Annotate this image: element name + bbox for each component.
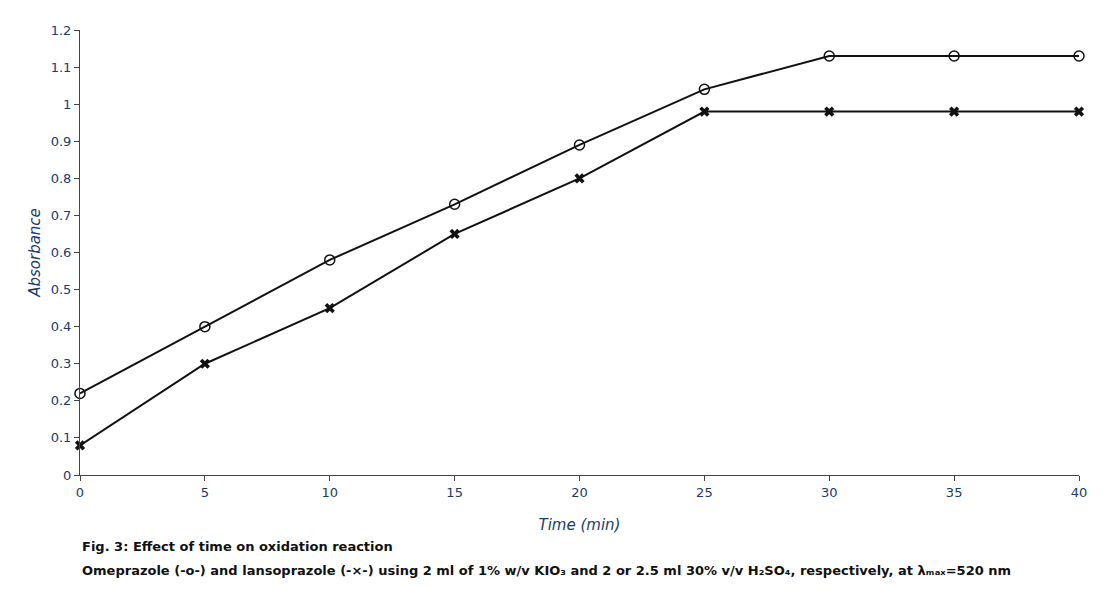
svg-text:0.5: 0.5 — [51, 282, 72, 297]
svg-text:Fig. 3: Effect of time on oxid: Fig. 3: Effect of time on oxidation reac… — [82, 539, 393, 554]
svg-text:0.3: 0.3 — [51, 356, 72, 371]
svg-text:0.8: 0.8 — [51, 171, 72, 186]
svg-text:20: 20 — [571, 485, 588, 500]
svg-text:5: 5 — [201, 485, 209, 500]
svg-text:0.6: 0.6 — [51, 245, 72, 260]
svg-text:1: 1 — [63, 97, 71, 112]
svg-text:0: 0 — [63, 468, 71, 483]
svg-text:Omeprazole (-o-) and lansopraz: Omeprazole (-o-) and lansoprazole (-×-) … — [82, 563, 1011, 578]
svg-text:0: 0 — [76, 485, 84, 500]
svg-text:15: 15 — [446, 485, 463, 500]
svg-text:0.2: 0.2 — [51, 393, 72, 408]
svg-text:Time (min): Time (min) — [539, 516, 621, 534]
svg-text:1.2: 1.2 — [51, 23, 72, 38]
svg-text:10: 10 — [321, 485, 338, 500]
svg-text:0.1: 0.1 — [51, 430, 72, 445]
svg-text:0.9: 0.9 — [51, 134, 72, 149]
svg-text:35: 35 — [946, 485, 963, 500]
svg-text:Absorbance: Absorbance — [26, 208, 44, 298]
svg-text:30: 30 — [821, 485, 838, 500]
svg-text:1.1: 1.1 — [51, 60, 72, 75]
svg-text:25: 25 — [696, 485, 713, 500]
svg-text:40: 40 — [1071, 485, 1088, 500]
svg-text:0.7: 0.7 — [51, 208, 72, 223]
svg-text:0.4: 0.4 — [51, 319, 72, 334]
